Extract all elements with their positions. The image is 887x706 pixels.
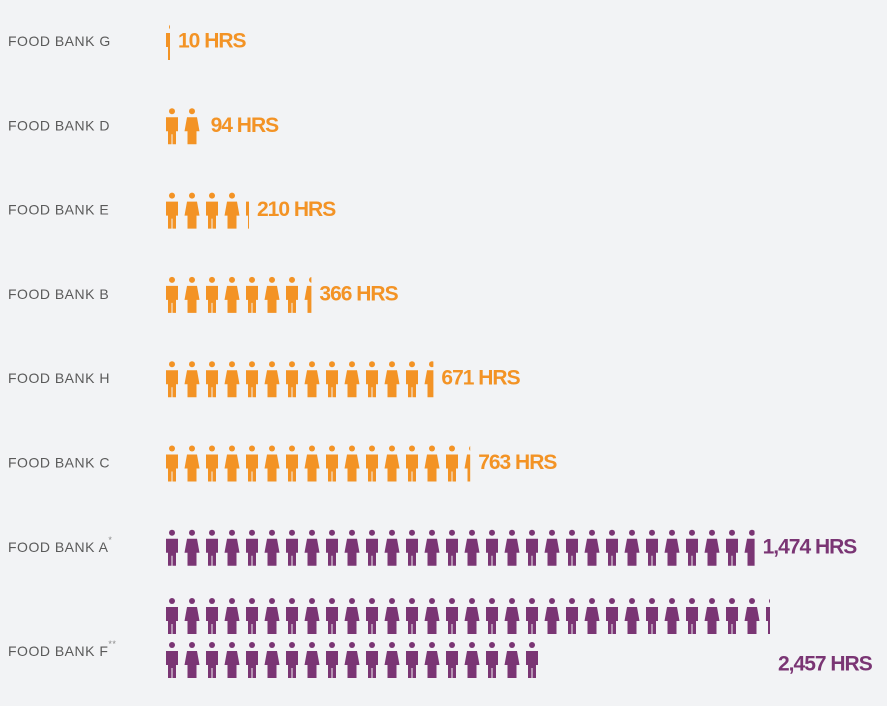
category-note: * bbox=[108, 535, 112, 545]
value-label: 210 HRS bbox=[257, 198, 336, 221]
value-label: 671 HRS bbox=[441, 367, 520, 390]
category-label: FOOD BANK F** bbox=[8, 639, 116, 658]
pictogram-row bbox=[166, 276, 312, 313]
category-name: FOOD BANK F bbox=[8, 643, 108, 659]
category-name: FOOD BANK G bbox=[8, 33, 111, 49]
value-label: 94 HRS bbox=[211, 114, 280, 137]
pictogram-row bbox=[166, 108, 200, 145]
category-name: FOOD BANK E bbox=[8, 201, 109, 217]
category-label: FOOD BANK C bbox=[8, 454, 110, 470]
value-label: 1,474 HRS bbox=[763, 535, 858, 558]
pictogram-row bbox=[166, 529, 755, 566]
pictogram-row bbox=[166, 598, 770, 678]
category-name: FOOD BANK A bbox=[8, 539, 109, 555]
category-label: FOOD BANK D bbox=[8, 117, 110, 133]
pictogram-row bbox=[166, 192, 249, 229]
category-label: FOOD BANK H bbox=[8, 370, 110, 386]
category-note: ** bbox=[108, 639, 116, 649]
pictogram-row bbox=[166, 445, 471, 482]
category-name: FOOD BANK C bbox=[8, 454, 110, 470]
value-label: 763 HRS bbox=[478, 451, 557, 474]
pictogram-row bbox=[166, 24, 170, 60]
category-label: FOOD BANK A* bbox=[8, 535, 112, 554]
value-label: 366 HRS bbox=[319, 282, 398, 305]
category-label: FOOD BANK G bbox=[8, 33, 111, 49]
category-name: FOOD BANK B bbox=[8, 286, 109, 302]
category-label: FOOD BANK B bbox=[8, 286, 109, 302]
value-label: 2,457 HRS bbox=[778, 653, 873, 676]
category-name: FOOD BANK D bbox=[8, 117, 110, 133]
category-name: FOOD BANK H bbox=[8, 370, 110, 386]
category-label: FOOD BANK E bbox=[8, 201, 109, 217]
pictogram-row bbox=[166, 361, 434, 398]
value-label: 10 HRS bbox=[178, 30, 247, 53]
